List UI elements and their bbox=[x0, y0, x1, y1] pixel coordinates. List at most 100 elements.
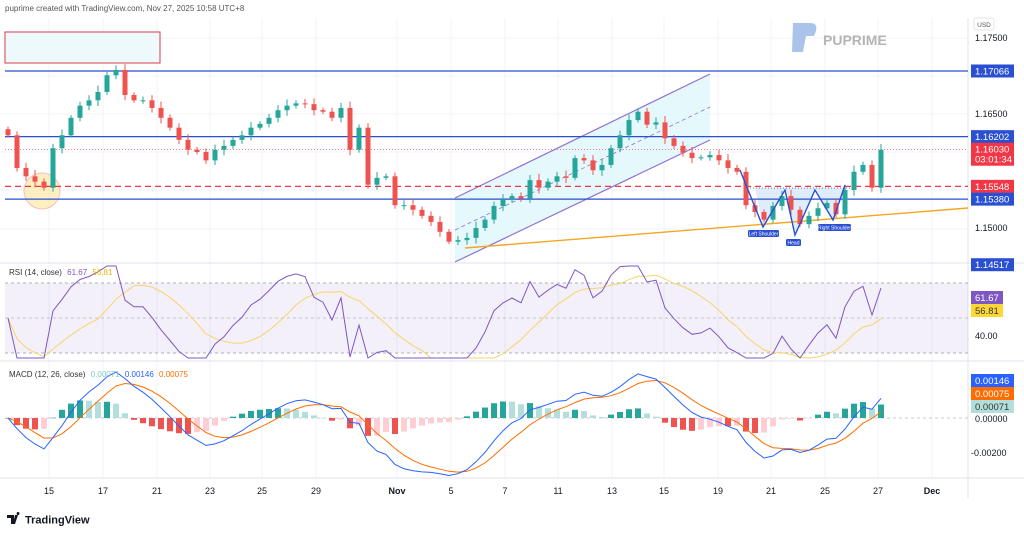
candle-body bbox=[158, 107, 164, 118]
time-axis-label: 17 bbox=[98, 486, 108, 496]
macd-histogram-bar bbox=[455, 418, 461, 420]
candle-body bbox=[698, 157, 704, 159]
macd-histogram-bar bbox=[347, 418, 353, 429]
macd-histogram-bar bbox=[869, 408, 875, 418]
macd-histogram-bar bbox=[806, 418, 812, 419]
candle-body bbox=[32, 176, 38, 182]
candle-body bbox=[266, 117, 272, 124]
time-axis-label: Dec bbox=[924, 486, 941, 496]
candle-body bbox=[257, 123, 263, 128]
macd-histogram-bar bbox=[95, 401, 101, 418]
candle-body bbox=[761, 212, 767, 220]
candle-body bbox=[617, 135, 623, 149]
rsi-line bbox=[7, 265, 882, 359]
macd-histogram-bar bbox=[410, 418, 416, 429]
candle-body bbox=[5, 129, 11, 136]
macd-histogram-bar bbox=[41, 418, 47, 429]
macd-histogram-bar bbox=[698, 418, 704, 430]
macd-line bbox=[7, 371, 882, 477]
macd-histogram-bar bbox=[221, 418, 227, 421]
candle-body bbox=[77, 105, 83, 118]
time-axis-label: 25 bbox=[820, 486, 830, 496]
candles bbox=[5, 64, 884, 246]
macd-histogram-bar bbox=[491, 403, 497, 418]
macd-histogram-bar bbox=[554, 409, 560, 418]
rsi-axis-tick: 40.00 bbox=[975, 331, 998, 341]
currency-badge[interactable] bbox=[973, 17, 995, 31]
macd-histogram-bar bbox=[680, 418, 686, 430]
supply-zone-rectangle[interactable] bbox=[4, 31, 161, 64]
macd-histogram-bar bbox=[851, 403, 857, 418]
candle-body bbox=[230, 139, 236, 146]
macd-legend[interactable]: MACD (12, 26, close) 0.00071 0.00146 0.0… bbox=[9, 370, 188, 379]
candle-body bbox=[401, 205, 407, 207]
candle-body bbox=[734, 167, 740, 172]
time-axis[interactable]: 15 17 21 23 25 29 Nov 5 7 11 13 15 19 21 25 27 Dec bbox=[44, 486, 940, 496]
puprime-logo: PUPRIME bbox=[792, 23, 887, 52]
candle-body bbox=[599, 164, 605, 171]
price-axis[interactable]: 1.17500 1.16500 1.15000 1.17066 1.16202 1.155… bbox=[971, 33, 1014, 272]
candle-body bbox=[797, 209, 803, 225]
candle-body bbox=[716, 155, 722, 161]
price-axis-tick: 1.17500 bbox=[975, 33, 1008, 43]
macd-histogram-bar bbox=[770, 418, 776, 427]
macd-histogram-bar bbox=[185, 418, 191, 434]
candle-body bbox=[365, 127, 371, 185]
candle-body bbox=[581, 158, 587, 161]
candle-body bbox=[95, 91, 101, 101]
candle-body bbox=[770, 205, 776, 220]
candle-body bbox=[167, 117, 173, 128]
candle-body bbox=[239, 135, 245, 140]
candle-body bbox=[563, 176, 569, 178]
tradingview-logo[interactable]: TradingView bbox=[7, 512, 90, 527]
macd-histogram-bar bbox=[113, 403, 119, 418]
candle-body bbox=[500, 199, 506, 206]
candle-body bbox=[833, 202, 839, 215]
time-axis-label: 15 bbox=[44, 486, 54, 496]
attribution-text: puprime created with TradingView.com, No… bbox=[5, 4, 245, 13]
candle-body bbox=[212, 149, 218, 161]
macd-histogram-bar bbox=[167, 418, 173, 432]
time-axis-label: 23 bbox=[205, 486, 215, 496]
horizontal-levels bbox=[5, 70, 968, 200]
candle-body bbox=[482, 219, 488, 228]
price-level-badge bbox=[971, 258, 1014, 272]
tradingview-wordmark: TradingView bbox=[25, 515, 90, 527]
ascending-trendline[interactable] bbox=[464, 207, 969, 249]
candle-body bbox=[644, 111, 650, 125]
signal-value-badge bbox=[971, 387, 1014, 400]
macd-legend-hist: 0.00071 bbox=[91, 370, 120, 379]
svg-text:Left Shoulder: Left Shoulder bbox=[749, 231, 779, 237]
candle-body bbox=[275, 110, 281, 118]
channel-lower-line[interactable] bbox=[454, 139, 711, 263]
channel-mid-line[interactable] bbox=[454, 106, 711, 231]
candle-body bbox=[149, 100, 155, 108]
macd-histogram-bar bbox=[68, 403, 74, 418]
time-axis-label: 27 bbox=[873, 486, 883, 496]
macd-histogram-bar bbox=[131, 418, 137, 420]
price-level-label: 1.16202 bbox=[975, 132, 1009, 143]
rsi-legend[interactable]: RSI (14, close) 61.67 56.81 bbox=[9, 268, 113, 277]
head-and-shoulders-pattern[interactable] bbox=[739, 169, 846, 238]
time-axis-label: 25 bbox=[257, 486, 267, 496]
hist-value-badge bbox=[971, 400, 1014, 413]
left-shoulder-label: Left Shoulder bbox=[748, 230, 779, 237]
macd-histogram-bar bbox=[356, 418, 362, 426]
candle-body bbox=[536, 180, 542, 188]
rsi-value-badge bbox=[971, 291, 1003, 304]
macd-histogram-bar bbox=[230, 416, 236, 418]
macd-histogram-bar bbox=[842, 408, 848, 418]
macd-histogram-bar bbox=[23, 418, 29, 429]
macd-histogram-bar bbox=[653, 416, 659, 418]
macd-histogram-bar bbox=[509, 401, 515, 418]
macd-histogram-bar bbox=[635, 408, 641, 418]
candle-body bbox=[860, 164, 866, 172]
macd-histogram-bar bbox=[536, 406, 542, 418]
macd-axis-tick: 0.00000 bbox=[975, 414, 1008, 424]
price-level-label: 1.14517 bbox=[975, 260, 1009, 271]
price-axis-tick: 1.16500 bbox=[975, 109, 1008, 119]
macd-histogram-bar bbox=[563, 411, 569, 418]
right-shoulder-label: Right Shoulder bbox=[818, 224, 851, 231]
macd-histogram-bar bbox=[473, 411, 479, 418]
